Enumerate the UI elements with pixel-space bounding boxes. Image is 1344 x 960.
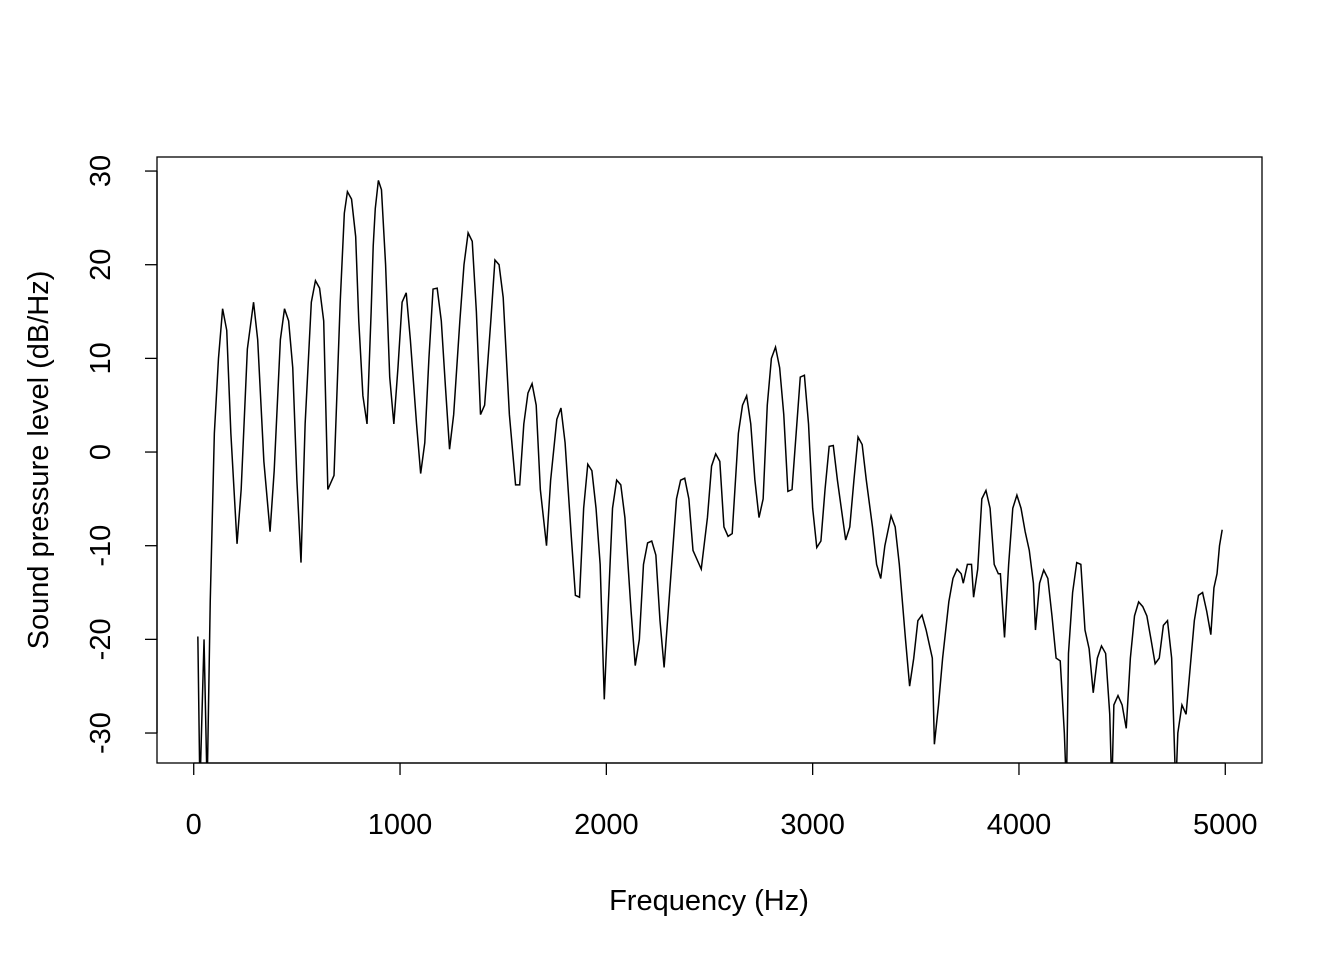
y-tick-label: 30	[85, 155, 117, 187]
x-tick-label: 0	[186, 809, 202, 841]
x-tick-label: 2000	[574, 809, 639, 841]
y-axis-label: Sound pressure level (dB/Hz)	[23, 271, 55, 650]
y-tick-label: -30	[85, 712, 117, 754]
spectrum-line	[197, 180, 1223, 763]
x-tick-label: 4000	[987, 809, 1052, 841]
y-tick-label: 0	[85, 444, 117, 460]
x-tick-label: 5000	[1193, 809, 1258, 841]
x-axis-label: Frequency (Hz)	[609, 885, 809, 917]
y-tick-label: -20	[85, 618, 117, 660]
y-tick-label: -10	[85, 525, 117, 567]
y-tick-label: 20	[85, 249, 117, 281]
y-tick-label: 10	[85, 342, 117, 374]
x-tick-label: 1000	[368, 809, 433, 841]
x-tick-label: 3000	[780, 809, 845, 841]
plot-area	[197, 180, 1223, 763]
